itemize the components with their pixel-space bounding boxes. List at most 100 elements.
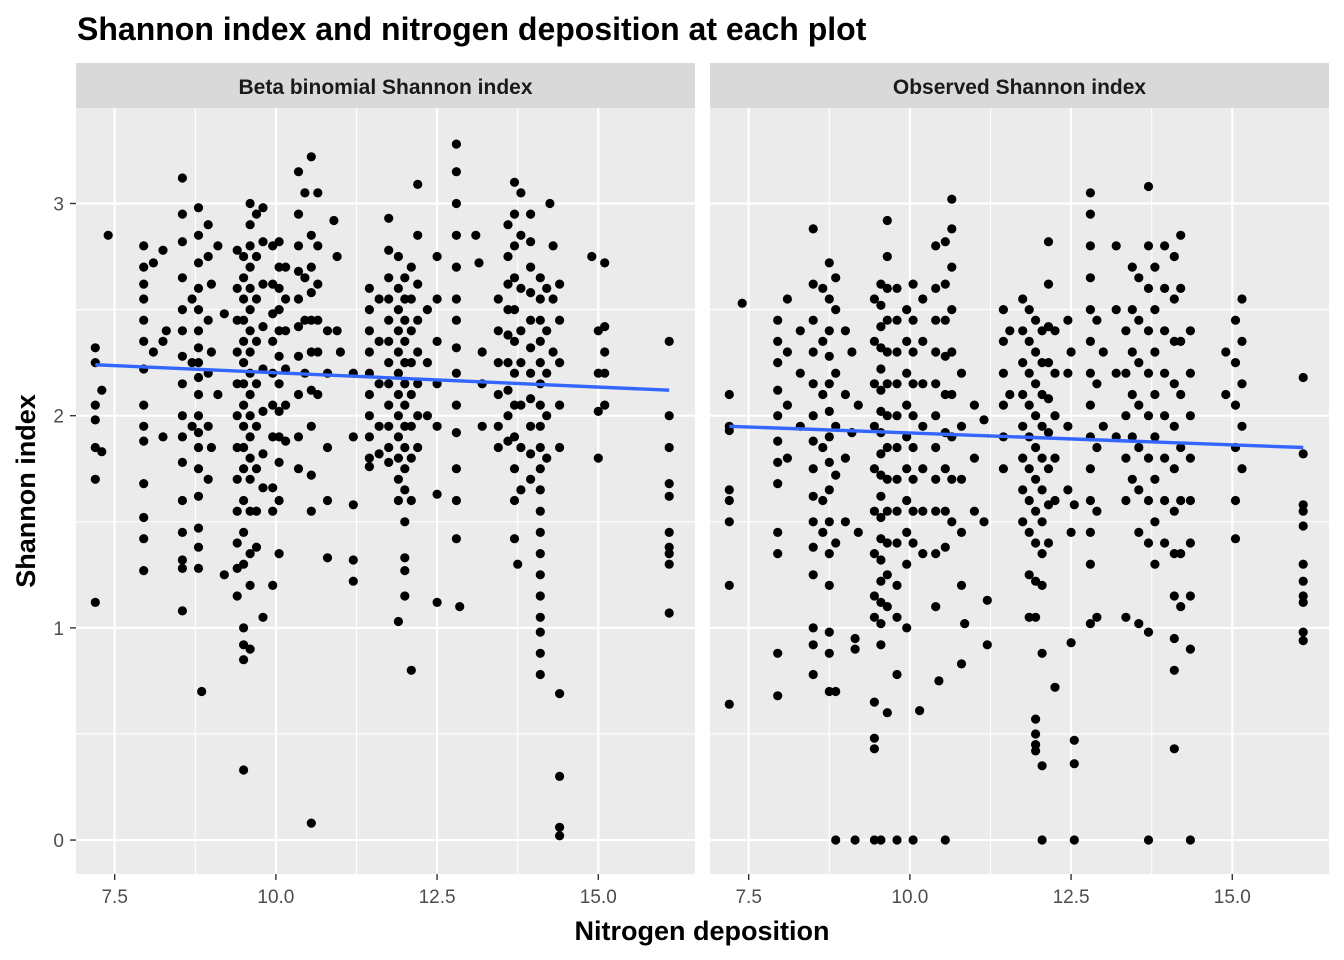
data-point bbox=[1127, 262, 1137, 272]
data-point bbox=[158, 432, 168, 442]
data-point bbox=[1176, 495, 1186, 506]
data-point bbox=[931, 549, 941, 559]
data-point bbox=[908, 442, 918, 453]
data-point bbox=[902, 559, 912, 569]
data-point bbox=[998, 305, 1009, 315]
data-point bbox=[313, 347, 323, 357]
data-point bbox=[1069, 735, 1079, 745]
data-point bbox=[908, 538, 918, 548]
data-point bbox=[1150, 474, 1160, 484]
data-point bbox=[724, 485, 734, 495]
data-point bbox=[918, 379, 928, 389]
data-point bbox=[1092, 612, 1102, 622]
data-point bbox=[413, 279, 423, 289]
data-point bbox=[1221, 347, 1231, 357]
data-point bbox=[503, 305, 513, 315]
data-point bbox=[1143, 411, 1154, 421]
data-point bbox=[1050, 495, 1060, 506]
data-point bbox=[1063, 315, 1073, 325]
data-point bbox=[281, 364, 291, 374]
data-point bbox=[931, 474, 941, 484]
data-point bbox=[90, 415, 100, 425]
data-point bbox=[831, 273, 841, 283]
data-point bbox=[593, 406, 603, 416]
data-point bbox=[1085, 559, 1095, 569]
data-point bbox=[724, 389, 734, 400]
data-point bbox=[400, 591, 410, 601]
data-point bbox=[281, 436, 291, 446]
data-point bbox=[931, 315, 941, 325]
data-point bbox=[1043, 358, 1054, 368]
data-point bbox=[882, 315, 892, 325]
data-point bbox=[782, 400, 793, 410]
data-point bbox=[1160, 453, 1170, 463]
data-point bbox=[1160, 538, 1170, 548]
data-point bbox=[232, 283, 242, 293]
data-point bbox=[892, 474, 902, 484]
data-point bbox=[1169, 294, 1179, 304]
data-point bbox=[808, 347, 818, 357]
data-point bbox=[503, 279, 513, 289]
data-point bbox=[908, 347, 918, 357]
data-point bbox=[1169, 506, 1179, 516]
data-point bbox=[293, 322, 304, 332]
data-point bbox=[1043, 279, 1054, 289]
data-point bbox=[251, 294, 262, 304]
data-point bbox=[773, 436, 783, 446]
data-point bbox=[139, 315, 149, 325]
data-point bbox=[1127, 389, 1137, 400]
data-point bbox=[1143, 181, 1154, 192]
data-point bbox=[329, 215, 339, 226]
data-point bbox=[1031, 411, 1041, 421]
strip-label-observed: Observed Shannon index bbox=[893, 76, 1147, 99]
data-point bbox=[400, 400, 410, 410]
data-point bbox=[400, 315, 410, 325]
data-point bbox=[1230, 400, 1241, 410]
data-point bbox=[808, 379, 818, 389]
data-point bbox=[239, 765, 249, 775]
data-point bbox=[451, 230, 461, 240]
data-point bbox=[384, 315, 394, 325]
data-point bbox=[413, 411, 423, 421]
data-point bbox=[509, 495, 520, 506]
data-point bbox=[239, 421, 249, 431]
data-point bbox=[876, 555, 886, 565]
data-point bbox=[1031, 347, 1041, 357]
data-point bbox=[493, 358, 503, 368]
data-point bbox=[1031, 506, 1041, 516]
data-point bbox=[348, 555, 358, 565]
data-point bbox=[158, 336, 168, 346]
data-point bbox=[1237, 421, 1247, 431]
data-point bbox=[824, 258, 834, 268]
data-point bbox=[664, 479, 674, 489]
data-point bbox=[876, 835, 886, 845]
data-point bbox=[313, 279, 323, 289]
data-point bbox=[364, 389, 374, 400]
data-point bbox=[1298, 636, 1308, 646]
data-point bbox=[139, 279, 149, 289]
data-point bbox=[306, 385, 316, 395]
data-point bbox=[940, 835, 950, 845]
data-point bbox=[306, 347, 316, 357]
data-point bbox=[432, 251, 442, 262]
data-point bbox=[413, 230, 423, 240]
data-point bbox=[1127, 305, 1137, 315]
data-point bbox=[203, 251, 213, 262]
x-tick-label: 10.0 bbox=[891, 887, 928, 908]
data-point bbox=[545, 198, 555, 209]
data-point bbox=[1085, 400, 1095, 410]
data-point bbox=[526, 288, 536, 298]
data-point bbox=[1150, 517, 1160, 527]
data-point bbox=[969, 453, 980, 463]
data-point bbox=[451, 294, 461, 304]
data-point bbox=[1298, 372, 1308, 383]
data-point bbox=[335, 347, 345, 357]
data-point bbox=[300, 273, 310, 283]
data-point bbox=[364, 283, 374, 293]
data-point bbox=[1018, 326, 1028, 336]
data-point bbox=[197, 686, 207, 697]
data-point bbox=[1037, 580, 1047, 591]
data-point bbox=[251, 379, 262, 389]
data-point bbox=[526, 368, 536, 378]
data-point bbox=[293, 389, 304, 400]
